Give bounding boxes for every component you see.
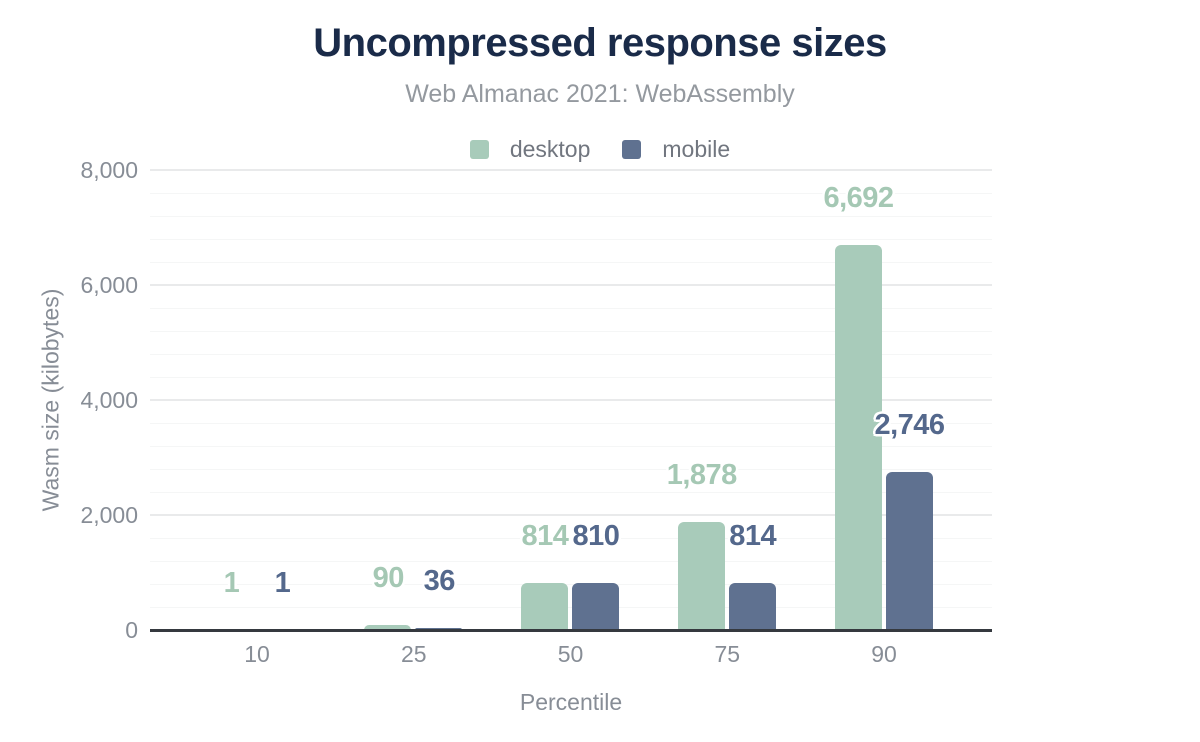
value-label-mobile-p90: 2,746: [874, 409, 945, 442]
gridline-minor: [150, 376, 992, 378]
x-axis-line: [150, 628, 992, 632]
gridline-minor: [150, 422, 992, 424]
gridline-minor: [150, 192, 992, 194]
legend: desktop mobile: [0, 136, 1200, 163]
gridline-major: [150, 399, 992, 401]
chart-subtitle: Web Almanac 2021: WebAssembly: [405, 80, 795, 108]
bar-desktop-p25[interactable]: [364, 624, 412, 630]
gridline-minor: [150, 261, 992, 263]
bar-mobile-p75[interactable]: [728, 583, 776, 630]
value-label-mobile-p25: 36: [423, 564, 456, 597]
x-tick-50: 50: [557, 641, 584, 667]
x-axis-title: Percentile: [519, 689, 623, 715]
value-label-desktop-p75: 1,878: [666, 459, 738, 492]
x-tick-90: 90: [871, 641, 897, 667]
gridline-major: [150, 514, 992, 516]
gridline-minor: [150, 330, 992, 332]
plot-area: 1 90 814 1,878 6,692 1 36 810 814 2,746: [150, 169, 992, 632]
gridline-minor: [150, 583, 992, 585]
x-tick-75: 75: [714, 641, 741, 667]
value-label-mobile-p10: 1: [274, 566, 291, 599]
y-tick-4000: 4,000: [80, 387, 138, 413]
gridline-minor: [150, 238, 992, 240]
y-tick-0: 0: [125, 617, 138, 643]
legend-label-desktop: desktop: [509, 136, 591, 162]
value-label-desktop-p90: 6,692: [823, 182, 894, 215]
mobile-swatch-icon: [622, 140, 642, 159]
chart-title: Uncompressed response sizes: [313, 21, 887, 65]
value-label-mobile-p50: 810: [572, 520, 620, 553]
gridline-minor: [150, 491, 992, 493]
y-tick-2000: 2,000: [80, 502, 138, 528]
gridline-minor: [150, 353, 992, 355]
gridline-minor: [150, 307, 992, 309]
value-label-desktop-p25: 90: [372, 561, 405, 594]
value-label-mobile-p75: 814: [729, 520, 777, 553]
y-tick-6000: 6,000: [80, 272, 138, 298]
bar-mobile-p90[interactable]: [885, 472, 933, 630]
gridline-major: [150, 169, 992, 171]
x-tick-10: 10: [244, 641, 270, 667]
desktop-swatch-icon: [469, 140, 489, 159]
legend-item-desktop[interactable]: desktop: [469, 136, 591, 163]
gridline-major: [150, 284, 992, 286]
gridline-minor: [150, 537, 992, 539]
value-label-desktop-p10: 1: [223, 566, 240, 599]
legend-item-mobile[interactable]: mobile: [622, 136, 730, 163]
gridline-minor: [150, 560, 992, 562]
legend-label-mobile: mobile: [662, 136, 731, 162]
y-tick-8000: 8,000: [80, 157, 138, 183]
gridline-minor: [150, 215, 992, 217]
bar-desktop-p50[interactable]: [521, 583, 568, 630]
gridline-minor: [150, 606, 992, 608]
x-tick-25: 25: [400, 641, 427, 667]
gridline-minor: [150, 468, 992, 470]
bar-desktop-p90[interactable]: [834, 245, 882, 630]
bar-mobile-p50[interactable]: [572, 583, 619, 630]
bar-desktop-p75[interactable]: [677, 522, 725, 630]
value-label-desktop-p50: 814: [521, 520, 569, 553]
gridline-minor: [150, 445, 992, 447]
